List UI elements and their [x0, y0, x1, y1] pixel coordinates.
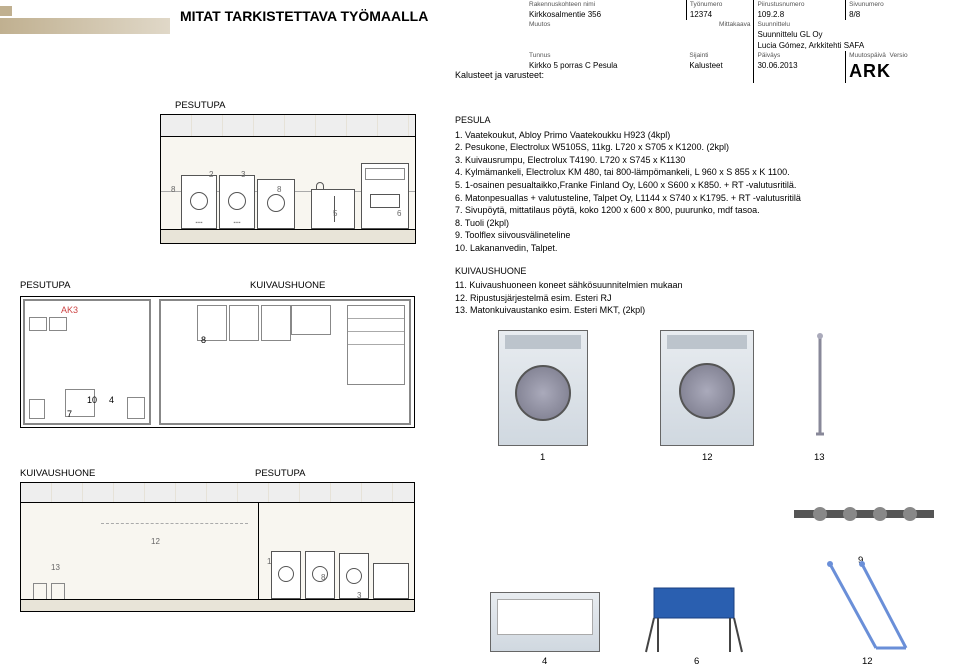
spec-11: 11. Kuivaushuoneen koneet sähkösuunnitel… [455, 279, 945, 292]
lab-rkn: Rakennuskohteen nimi [526, 0, 686, 9]
e2-n1: 1 [267, 557, 271, 566]
e2-m2 [305, 551, 335, 599]
main-title: MITAT TARKISTETTAVA TYÖMAALLA [180, 8, 428, 24]
val-suun2: Lucia Gómez, Arkkitehti SAFA [754, 40, 956, 51]
rack-6 [361, 163, 409, 229]
val-tunnus: Kirkko 5 porras C Pesula [526, 60, 686, 83]
spec-8: 8. Tuoli (2kpl) [455, 217, 945, 230]
n5: 5 [333, 209, 337, 218]
floor [161, 229, 415, 243]
spec-3: 3. Kuivausrumpu, Electrolux T4190. L720 … [455, 154, 945, 167]
n8b: 8 [277, 185, 281, 194]
label-kuivaushuone-1: KUIVAUSHUONE [250, 280, 325, 291]
e2-left [21, 503, 259, 601]
val-tyon: 12374 [686, 9, 754, 20]
spec-7: 7. Sivupöytä, mittatilaus pöytä, koko 12… [455, 204, 945, 217]
lab-mitta: Mittakaava [686, 20, 754, 29]
lab-muutos: Muutos [526, 20, 686, 29]
plan-n4: 4 [109, 395, 114, 405]
val-piir: 109.2.8 [754, 9, 846, 20]
e2-m3 [339, 553, 369, 599]
spec-6: 6. Matonpesuallas + valutusteline, Talpe… [455, 192, 945, 205]
val-rkn: Kirkkosalmentie 356 [526, 9, 686, 20]
photo-item-9 [790, 490, 940, 550]
label-pesutupa-2: PESUTUPA [20, 280, 71, 291]
plan-n7: 7 [67, 409, 72, 419]
spec-13: 13. Matonkuivaustanko esim. Esteri MKT, … [455, 304, 945, 317]
machine-3 [257, 179, 295, 229]
spec-2: 2. Pesukone, Electrolux W5105S, 11kg. L7… [455, 141, 945, 154]
e2-m4 [373, 563, 409, 599]
label-pesutupa-3: PESUTUPA [255, 468, 306, 479]
photo-machine-1 [498, 330, 588, 446]
spec-h-pesula: PESULA [455, 114, 945, 127]
photo-item-12 [810, 556, 930, 656]
spec-text: PESULA 1. Vaatekoukut, Abloy Primo Vaate… [455, 114, 945, 317]
lab-sij: Sijainti [686, 51, 754, 60]
e2-n3: 3 [357, 591, 361, 600]
n2: 2 [209, 170, 213, 179]
plan-1: AK3 10 4 7 8 [20, 296, 415, 428]
spec-5: 5. 1-osainen pesualtaikko,Franke Finland… [455, 179, 945, 192]
pn-6: 6 [694, 656, 699, 667]
e2-n12: 12 [151, 537, 160, 546]
plan-pesutupa: AK3 [23, 299, 151, 425]
photo-item-6 [640, 570, 760, 660]
lab-sivu: Sivunumero [846, 0, 956, 9]
pn-13: 13 [814, 452, 825, 463]
spec-1: 1. Vaatekoukut, Abloy Primo Vaatekoukku … [455, 129, 945, 142]
plan-n8: 8 [201, 335, 206, 345]
photo-machine-12 [660, 330, 754, 446]
subheader: Kalusteet ja varusteet: [455, 70, 544, 80]
pn-1: 1 [540, 452, 545, 463]
elevation-pesutupa-1: ▪▪▪▪ ▪▪▪▪ 2 3 5 6 8 8 [160, 114, 416, 244]
e2-n13: 13 [51, 563, 60, 572]
spec-9: 9. Toolflex siivousvälineteline [455, 229, 945, 242]
val-sij: Kalusteet [686, 60, 754, 83]
spec-12: 12. Ripustusjärjestelmä esim. Esteri RJ [455, 292, 945, 305]
pn-12b: 12 [862, 656, 873, 667]
label-pesutupa-1: PESUTUPA [175, 100, 226, 111]
plan-ak3: AK3 [61, 305, 78, 315]
pn-4: 4 [542, 656, 547, 667]
ark: ARK [849, 61, 891, 81]
elevation-2: 12 13 1 8 3 [20, 482, 415, 612]
label-kuivaushuone-2: KUIVAUSHUONE [20, 468, 95, 479]
plan-n10: 10 [87, 395, 97, 405]
n8a: 8 [171, 185, 175, 194]
plan-kuivaushuone [159, 299, 411, 425]
val-suun1: Suunnittelu GL Oy [754, 29, 956, 40]
machine-2a: ▪▪▪▪ [181, 175, 217, 229]
lab-suun: Suunnittelu [754, 20, 846, 29]
lab-tunnus: Tunnus [526, 51, 686, 60]
lab-mp: Muutospäivä [849, 52, 886, 59]
photo-item-4 [490, 592, 600, 652]
e2-n8: 8 [321, 573, 325, 582]
photo-item-13 [806, 330, 840, 450]
machine-2b: ▪▪▪▪ [219, 175, 255, 229]
e2-m1 [271, 551, 301, 599]
spec-h-kuiv: KUIVAUSHUONE [455, 265, 945, 278]
val-sivu: 8/8 [846, 9, 956, 20]
spec-4: 4. Kylmämankeli, Electrolux KM 480, tai … [455, 166, 945, 179]
ceiling [161, 115, 415, 137]
titleblock: Rakennuskohteen nimi Työnumero Piirustus… [526, 0, 956, 83]
n6: 6 [397, 209, 401, 218]
lab-paiv: Päiväys [754, 51, 846, 60]
pn-12a: 12 [702, 452, 713, 463]
val-paiv: 30.06.2013 [754, 60, 846, 83]
lab-ver: Versio [890, 52, 908, 59]
spec-10: 10. Lakananvedin, Talpet. [455, 242, 945, 255]
n3: 3 [241, 170, 245, 179]
lab-tyon: Työnumero [686, 0, 754, 9]
lab-piir: Piirustusnumero [754, 0, 846, 9]
